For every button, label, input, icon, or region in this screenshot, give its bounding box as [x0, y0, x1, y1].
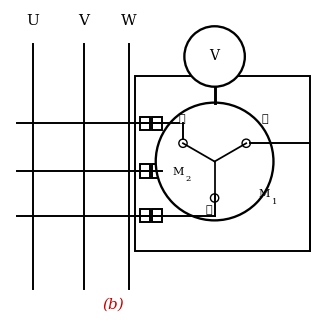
Text: V: V: [79, 14, 90, 28]
Text: 绿: 绿: [205, 205, 212, 215]
Bar: [135, 76, 310, 251]
Text: W: W: [121, 14, 136, 28]
Bar: [152, 209, 162, 222]
Circle shape: [179, 139, 187, 147]
Text: V: V: [210, 49, 220, 64]
Text: 2: 2: [186, 175, 191, 183]
Text: M: M: [172, 167, 184, 177]
Text: 红: 红: [261, 114, 268, 124]
Bar: [140, 209, 150, 222]
Bar: [140, 117, 150, 130]
Circle shape: [156, 103, 273, 220]
Circle shape: [184, 26, 245, 87]
Text: (b): (b): [102, 298, 124, 312]
Bar: [152, 164, 162, 178]
Bar: [140, 164, 150, 178]
Text: M: M: [259, 189, 270, 199]
Bar: [152, 117, 162, 130]
Circle shape: [211, 194, 219, 202]
Text: 黄: 黄: [179, 114, 186, 124]
Circle shape: [242, 139, 250, 147]
Text: U: U: [27, 14, 40, 28]
Text: 1: 1: [272, 198, 277, 205]
